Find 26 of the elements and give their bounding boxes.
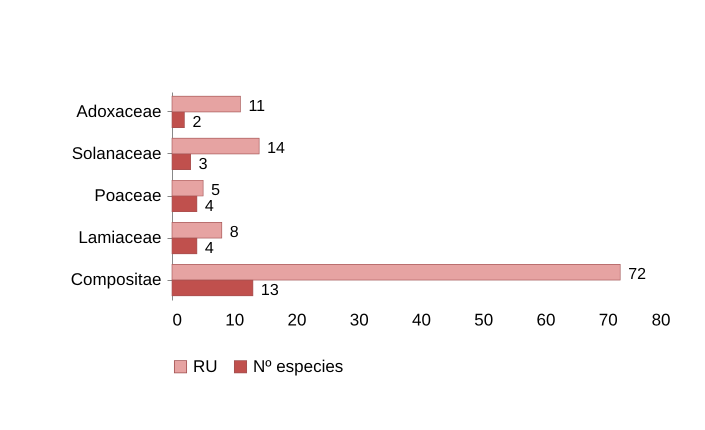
x-tick-label: 30 [350, 310, 369, 330]
y-tick-label: Solanaceae [72, 144, 162, 163]
data-label: 4 [204, 198, 214, 215]
legend-label: Nº especies [253, 356, 344, 376]
y-tick-label: Compositae [70, 270, 162, 290]
data-label: 8 [230, 224, 239, 242]
x-tick-label: 20 [288, 310, 306, 330]
x-tick-label: 40 [412, 310, 431, 330]
x-tick-label: 0 [172, 310, 182, 330]
data-label: 72 [628, 266, 646, 284]
data-label: 13 [260, 282, 279, 299]
data-label: 5 [211, 182, 220, 200]
data-label: 11 [248, 98, 266, 116]
x-tick-label: 80 [652, 310, 670, 330]
x-tick-label: 50 [474, 310, 494, 330]
data-label: 4 [204, 240, 214, 257]
data-label: 2 [192, 114, 202, 131]
legend-label: RU [193, 356, 218, 376]
x-tick-label: 70 [598, 310, 618, 330]
y-tick-label: Adoxaceae [76, 102, 162, 121]
data-label: 14 [267, 140, 286, 158]
x-tick-label: 60 [536, 310, 556, 330]
y-tick-label: Lamiaceae [78, 228, 162, 248]
y-tick-label: Poaceae [94, 186, 162, 205]
x-tick-label: 10 [225, 310, 244, 330]
data-label: 3 [198, 156, 208, 173]
